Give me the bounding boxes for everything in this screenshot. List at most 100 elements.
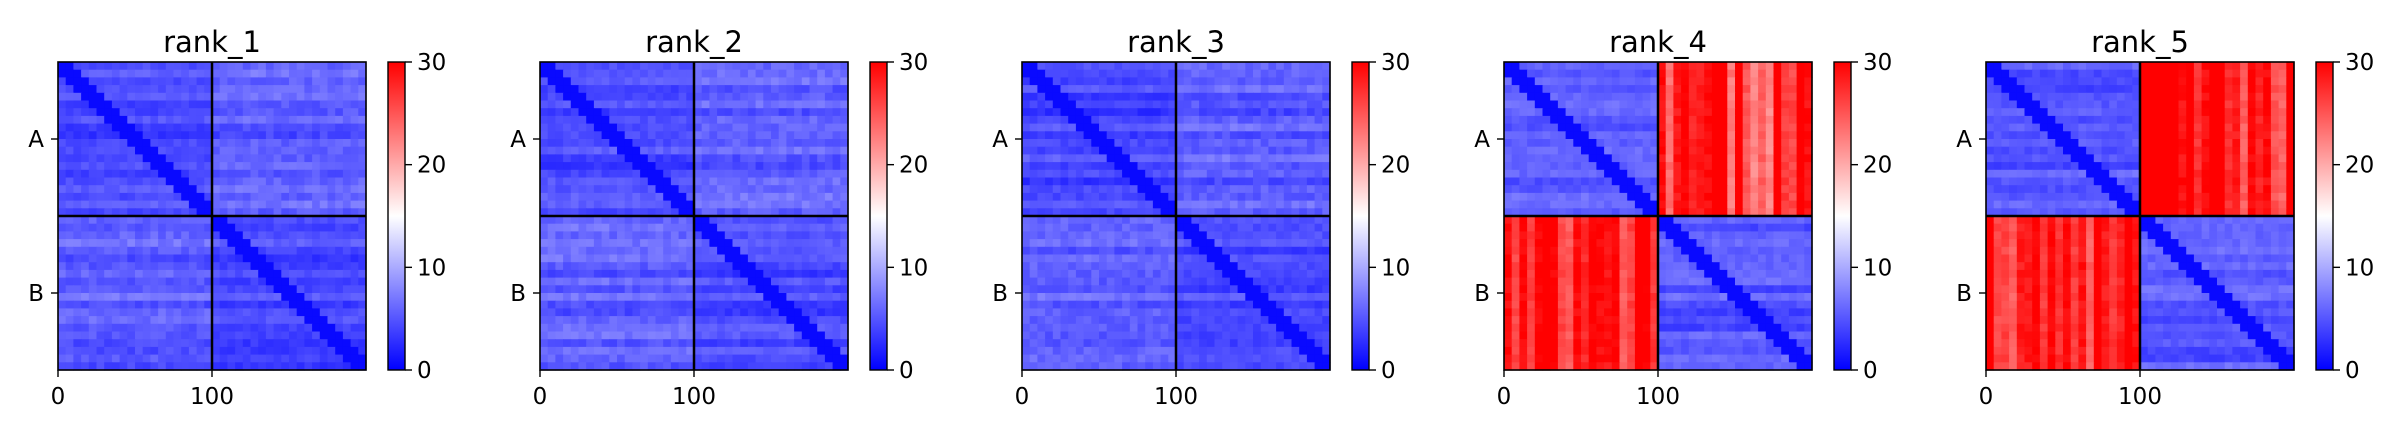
- heatmap-cell: [250, 162, 259, 171]
- heatmap-cell: [181, 139, 190, 148]
- heatmap-cell: [1091, 216, 1100, 225]
- heatmap-cell: [1137, 123, 1146, 132]
- heatmap-cell: [319, 269, 329, 279]
- heatmap-cell: [258, 162, 267, 171]
- heatmap-cell: [1122, 62, 1131, 71]
- heatmap-cell: [1183, 308, 1192, 317]
- heatmap-cell: [119, 339, 128, 348]
- heatmap-cell: [142, 231, 151, 240]
- heatmap-cell: [73, 85, 82, 94]
- heatmap-cell: [655, 115, 664, 125]
- heatmap-cell: [1260, 308, 1269, 317]
- heatmap-cell: [142, 115, 151, 125]
- heatmap-cell: [219, 108, 228, 117]
- heatmap-cell: [73, 169, 82, 179]
- heatmap-cell: [832, 346, 841, 356]
- heatmap-cell: [724, 108, 734, 117]
- heatmap-cell: [342, 293, 352, 302]
- heatmap-cell: [1045, 177, 1054, 186]
- heatmap-cell: [732, 323, 741, 333]
- heatmap-cell: [319, 362, 329, 371]
- heatmap-cell: [1199, 192, 1208, 202]
- heatmap-cell: [327, 246, 336, 256]
- heatmap-cell: [763, 277, 772, 286]
- heatmap-cell: [1237, 277, 1246, 286]
- heatmap-cell: [273, 162, 282, 171]
- heatmap-cell: [570, 192, 580, 202]
- heatmap-cell: [1060, 131, 1069, 140]
- heatmap-cell: [135, 115, 144, 125]
- heatmap-cell: [289, 331, 298, 340]
- heatmap-cell: [342, 216, 352, 225]
- heatmap-cell: [1091, 115, 1100, 125]
- panel-1-heatmap: [58, 62, 367, 371]
- heatmap-cell: [801, 269, 811, 279]
- heatmap-cell: [1565, 69, 1574, 78]
- heatmap-cell: [142, 108, 151, 117]
- heatmap-cell: [771, 362, 780, 371]
- heatmap-cell: [1276, 154, 1285, 163]
- heatmap-cell: [1122, 362, 1131, 371]
- heatmap-cell: [1245, 308, 1254, 317]
- heatmap-cell: [717, 146, 726, 155]
- heatmap-cell: [1129, 223, 1139, 232]
- heatmap-cell: [1306, 115, 1316, 125]
- heatmap-cell: [1106, 362, 1115, 371]
- heatmap-cell: [1152, 177, 1162, 186]
- heatmap-cell: [555, 293, 564, 302]
- heatmap-cell: [647, 77, 657, 86]
- heatmap-cell: [1283, 115, 1293, 125]
- heatmap-cell: [824, 277, 834, 286]
- heatmap-cell: [1322, 362, 1331, 371]
- heatmap-cell: [265, 216, 275, 225]
- heatmap-cell: [1176, 85, 1185, 94]
- heatmap-cell: [755, 108, 764, 117]
- heatmap-cell: [786, 277, 795, 286]
- heatmap-cell: [181, 177, 190, 186]
- heatmap-cell: [640, 285, 649, 294]
- heatmap-cell: [624, 254, 633, 263]
- heatmap-cell: [358, 316, 367, 325]
- heatmap-cell: [694, 162, 703, 171]
- heatmap-cell: [142, 293, 151, 302]
- heatmap-cell: [686, 100, 695, 109]
- heatmap-cell: [1253, 139, 1262, 148]
- heatmap-cell: [1268, 92, 1277, 102]
- heatmap-cell: [1191, 362, 1200, 371]
- heatmap-cell: [73, 346, 82, 356]
- heatmap-cell: [1137, 308, 1146, 317]
- heatmap-cell: [763, 208, 772, 217]
- heatmap-cell: [150, 323, 159, 333]
- heatmap-cell: [1229, 69, 1239, 78]
- heatmap-cell: [663, 223, 672, 232]
- heatmap-cell: [1152, 162, 1162, 171]
- heatmap-cell: [281, 85, 290, 94]
- heatmap-cell: [1283, 223, 1293, 232]
- heatmap-cell: [763, 77, 772, 86]
- heatmap-cell: [319, 246, 329, 256]
- heatmap-cell: [142, 169, 151, 179]
- heatmap-cell: [289, 62, 298, 71]
- heatmap-cell: [296, 115, 305, 125]
- heatmap-cell: [786, 115, 795, 125]
- heatmap-cell: [824, 316, 834, 325]
- heatmap-cell: [1314, 231, 1323, 240]
- heatmap-cell: [686, 154, 695, 163]
- heatmap-cell: [88, 331, 98, 340]
- heatmap-cell: [1253, 69, 1262, 78]
- heatmap-cell: [265, 200, 275, 209]
- heatmap-cell: [165, 323, 175, 333]
- heatmap-cell: [694, 131, 703, 140]
- heatmap-cell: [258, 269, 267, 279]
- heatmap-cell: [1114, 162, 1123, 171]
- heatmap-cell: [694, 246, 703, 256]
- heatmap-cell: [1206, 308, 1216, 317]
- heatmap-cell: [1106, 115, 1115, 125]
- heatmap-cell: [540, 131, 549, 140]
- heatmap-cell: [809, 123, 818, 132]
- heatmap-cell: [312, 131, 321, 140]
- heatmap-cell: [327, 108, 336, 117]
- heatmap-cell: [1145, 192, 1154, 202]
- heatmap-cell: [809, 246, 818, 256]
- heatmap-cell: [1299, 208, 1308, 217]
